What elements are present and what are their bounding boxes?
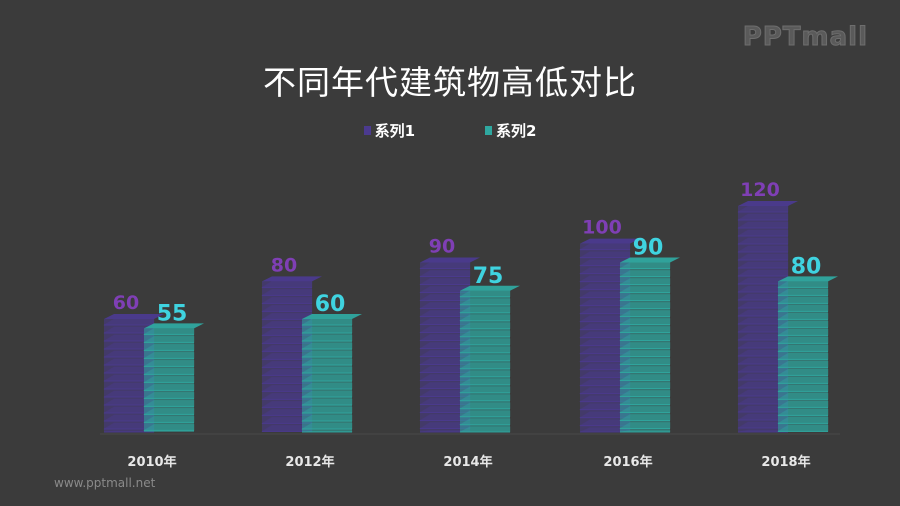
bar-series1-2012年 (260, 276, 322, 432)
bar-series2-2014年 (458, 285, 520, 433)
data-label-series2-2012年: 60 (315, 292, 346, 317)
data-label-series2-2010年: 55 (157, 301, 188, 326)
x-tick-label-2018年: 2018年 (761, 454, 810, 470)
data-label-series2-2016年: 90 (633, 236, 664, 261)
bar-series2-2010年 (142, 323, 204, 432)
data-label-series1-2018年: 120 (740, 179, 780, 201)
bar-series1-2016年 (578, 238, 640, 433)
data-label-series1-2010年: 60 (113, 292, 139, 314)
bar-series2-2012年 (300, 314, 362, 433)
data-label-series1-2016年: 100 (582, 217, 622, 239)
data-label-series2-2018年: 80 (791, 254, 822, 279)
legend-item-series1: 系列1 (363, 120, 415, 141)
chart-title: 不同年代建筑物高低对比 (263, 63, 637, 102)
data-label-series1-2014年: 90 (429, 236, 455, 258)
data-label-series1-2012年: 80 (271, 254, 297, 276)
chart-legend: 系列1 系列2 (0, 120, 900, 141)
x-tick-label-2012年: 2012年 (285, 454, 334, 470)
legend-label-series2: 系列2 (496, 122, 537, 140)
footer-url: www.pptmall.net (54, 476, 156, 490)
x-tick-label-2010年: 2010年 (127, 454, 176, 470)
legend-label-series1: 系列1 (374, 122, 415, 140)
x-tick-label-2016年: 2016年 (603, 454, 652, 470)
bar-series2-2016年 (618, 257, 680, 433)
x-tick-label-2014年: 2014年 (443, 454, 492, 470)
pptmall-logo: PPTmall (742, 22, 868, 53)
legend-item-series2: 系列2 (485, 120, 536, 141)
legend-swatch-series1 (363, 126, 371, 135)
bar-series2-2018年 (776, 276, 838, 432)
data-label-series2-2014年: 75 (473, 264, 504, 289)
legend-swatch-series2 (485, 126, 492, 135)
